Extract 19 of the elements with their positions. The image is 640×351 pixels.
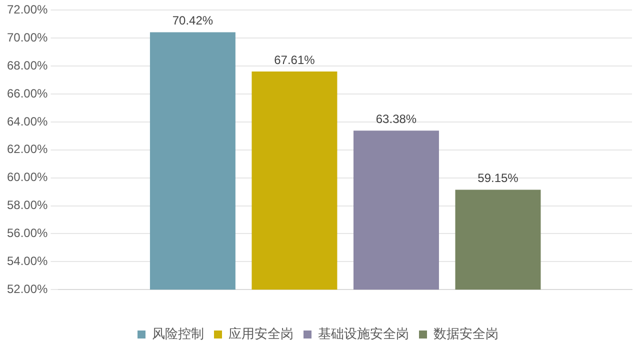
y-tick-label: 72.00% bbox=[6, 2, 48, 17]
y-tick-label: 68.00% bbox=[6, 58, 48, 72]
y-tick-label: 64.00% bbox=[6, 114, 48, 128]
data-label: 63.38% bbox=[376, 112, 417, 126]
data-label: 67.61% bbox=[274, 52, 316, 67]
legend-label: 风险控制 bbox=[152, 326, 204, 342]
y-tick-label: 54.00% bbox=[6, 254, 48, 268]
y-tick-label: 70.00% bbox=[6, 30, 48, 44]
data-label: 70.42% bbox=[172, 14, 214, 28]
y-tick-label: 56.00% bbox=[6, 226, 48, 240]
legend-label: 基础设施安全岗 bbox=[318, 326, 409, 342]
y-tick-label: 62.00% bbox=[6, 142, 48, 156]
data-label: 59.15% bbox=[478, 171, 519, 186]
y-tick-label: 66.00% bbox=[6, 86, 48, 100]
y-tick-label: 58.00% bbox=[6, 198, 48, 212]
legend-label: 数据安全岗 bbox=[434, 326, 498, 342]
y-tick-label: 60.00% bbox=[6, 170, 48, 184]
legend-label: 应用安全岗 bbox=[228, 326, 294, 342]
y-tick-label: 52.00% bbox=[6, 282, 48, 296]
